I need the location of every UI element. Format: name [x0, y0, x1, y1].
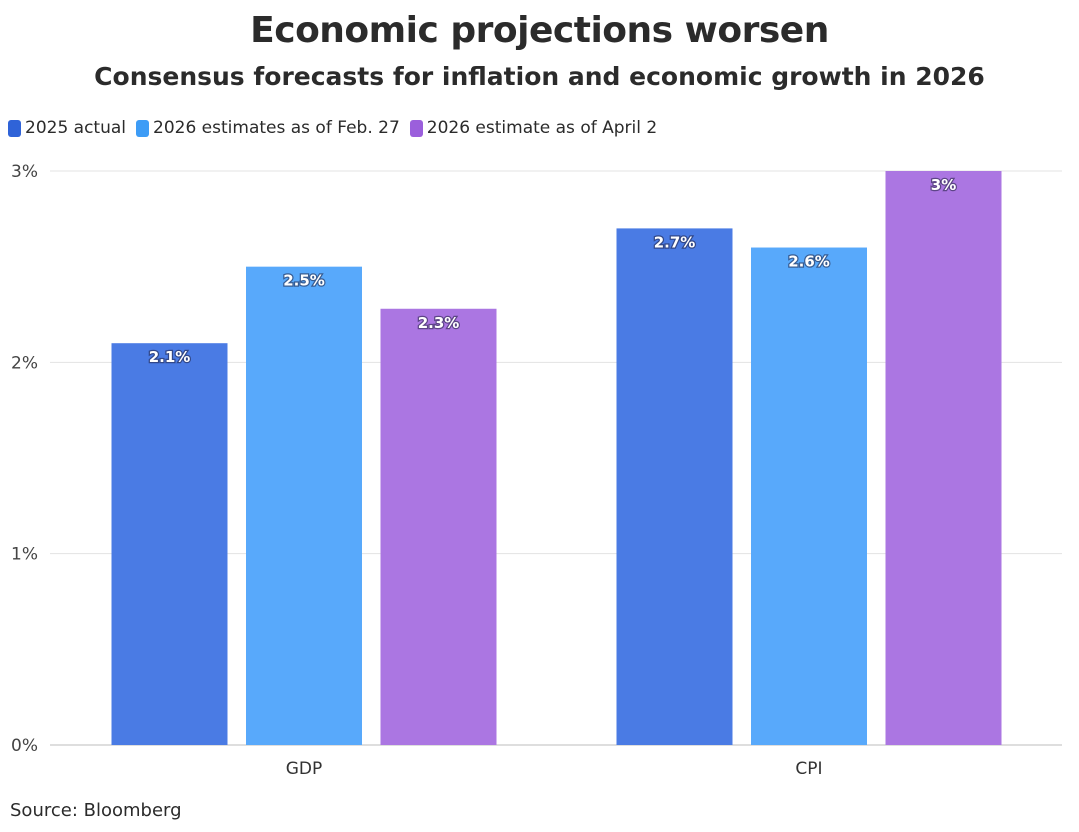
legend-label-2026-april: 2026 estimate as of April 2 [426, 118, 658, 138]
legend-swatch-2026-feb [136, 119, 150, 137]
chart-subtitle: Consensus forecasts for inflation and ec… [94, 62, 985, 91]
legend-label-2025-actual: 2025 actual [25, 118, 127, 138]
bar-chart: 0% 1% 2% 3% 2.1% 2.5% 2.3% GDP 2.7% 2.6% 3% CPI [11, 162, 1062, 779]
legend-swatch-2026-april [409, 119, 423, 137]
bar-cpi-0 [616, 228, 733, 745]
bar-cpi-1 [751, 247, 867, 745]
label-layer: 0% 1% 2% 3% 2.1% 2.5% 2.3% GDP 2.7% 2.6% 3% CPI [11, 162, 957, 779]
bar-value-label: 2.3% [418, 314, 460, 332]
bar-value-label: 2.5% [283, 272, 325, 290]
legend-label-2026-feb: 2026 estimates as of Feb. 27 [153, 118, 400, 138]
x-category-label: CPI [795, 759, 822, 779]
bar-value-label: 2.6% [788, 253, 830, 271]
bar-value-label: 2.7% [654, 233, 696, 251]
y-tick-label: 3% [11, 162, 38, 182]
source-note: Source: Bloomberg [10, 800, 182, 821]
legend-swatch-2025-actual [8, 119, 21, 137]
bar-gdp-2 [380, 308, 497, 745]
chart-title: Economic projections worsen [250, 10, 829, 51]
bar-gdp-1 [246, 266, 362, 745]
legend-item-2026-feb: 2026 estimates as of Feb. 27 [136, 118, 400, 138]
x-category-label: GDP [286, 759, 323, 779]
legend-item-2025-actual: 2025 actual [8, 118, 126, 138]
legend: 2025 actual 2026 estimates as of Feb. 27… [8, 116, 657, 140]
bar-value-label: 3% [931, 176, 956, 194]
bar-value-label: 2.1% [149, 348, 191, 366]
bar-gdp-0 [111, 343, 228, 745]
legend-item-2026-april: 2026 estimate as of April 2 [409, 118, 658, 138]
y-tick-label: 0% [11, 736, 38, 756]
y-tick-label: 2% [11, 353, 38, 373]
bar-layer [111, 171, 1002, 745]
y-tick-label: 1% [11, 545, 38, 565]
bar-cpi-2 [885, 171, 1002, 745]
